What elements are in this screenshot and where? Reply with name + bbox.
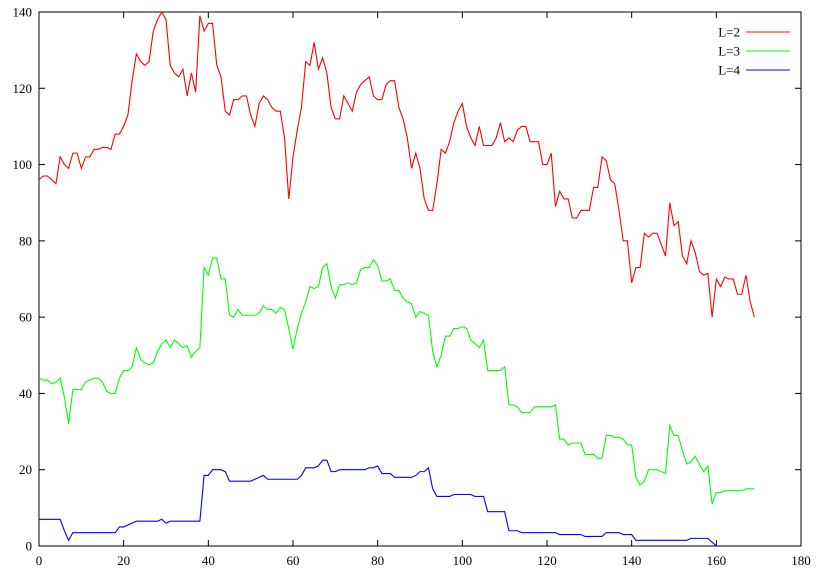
plot-frame [38,11,802,547]
x-tick-label: 20 [117,553,130,568]
x-tick-label: 160 [707,553,727,568]
legend-label: L=4 [718,63,740,78]
x-tick-label: 140 [622,553,642,568]
y-tick-label: 100 [13,157,33,172]
series-line-3 [38,257,755,505]
x-tick-label: 180 [791,553,811,568]
y-tick-label: 60 [19,310,32,325]
y-tick-label: 120 [13,81,33,96]
x-tick-label: 120 [537,553,557,568]
x-tick-label: 100 [453,553,473,568]
x-tick-label: 80 [371,553,384,568]
y-tick-label: 80 [19,233,32,248]
y-tick-label: 140 [13,5,33,20]
legend-label: L=2 [718,25,740,40]
y-tick-label: 0 [26,539,33,554]
legend-label: L=3 [718,44,740,59]
x-tick-label: 0 [36,553,43,568]
x-tick-label: 60 [287,553,300,568]
x-tick-label: 40 [202,553,215,568]
y-tick-label: 40 [19,386,32,401]
legend: L=2 L=3 L=4 [718,25,790,78]
series-lines [38,10,755,547]
series-line-4 [39,459,717,547]
axis-ticks: 0 20 40 60 80 100 120 140 160 180 0 20 40 60 80 100 120 1… [13,5,811,569]
series-line-2 [38,10,755,318]
y-tick-label: 20 [19,462,32,477]
